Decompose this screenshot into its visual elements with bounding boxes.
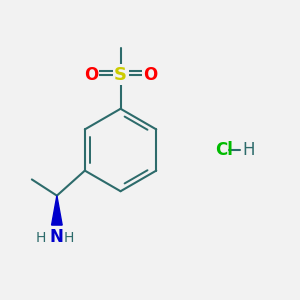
Text: Cl: Cl [215, 141, 233, 159]
Text: O: O [84, 66, 98, 84]
Text: N: N [50, 228, 64, 246]
Polygon shape [52, 196, 62, 225]
Text: H: H [243, 141, 255, 159]
Text: H: H [35, 231, 46, 245]
Text: H: H [64, 231, 74, 245]
Text: S: S [114, 66, 127, 84]
Text: O: O [143, 66, 157, 84]
